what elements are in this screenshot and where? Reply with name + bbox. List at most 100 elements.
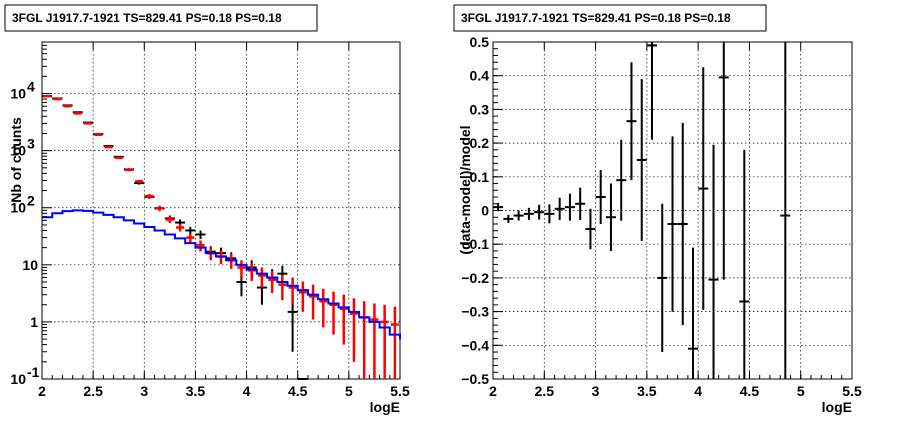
left-model-total-point — [135, 179, 144, 183]
right-residual-point — [523, 207, 534, 220]
left-data-point — [195, 230, 206, 240]
right-residual-point — [646, 42, 657, 140]
right-x-tick-label: 2 — [489, 383, 497, 399]
residual-axis-ticks — [492, 41, 853, 380]
right-x-tick-label: 5.5 — [842, 383, 862, 399]
right-residual-point — [605, 183, 616, 251]
right-y-tick-label: −0.3 — [461, 304, 489, 320]
left-y-tick-label-base: 10 — [10, 371, 26, 387]
right-residual-point — [575, 187, 586, 220]
right-y-tick-label: 0.4 — [470, 68, 490, 84]
left-model-total-point — [104, 145, 113, 149]
counts-plot-frame — [41, 41, 401, 380]
right-x-tick-label: 4 — [694, 383, 702, 399]
left-model-total-point — [278, 275, 287, 301]
left-model-total-point — [257, 267, 266, 288]
right-x-tick-label: 2.5 — [535, 383, 555, 399]
counts-title-box — [4, 4, 318, 32]
left-model-total-point — [196, 240, 205, 252]
right-residual-point — [739, 149, 750, 379]
right-residual-point — [780, 42, 791, 379]
left-model-total-point — [380, 304, 389, 379]
left-model-total-point — [124, 168, 133, 172]
counts-chart-title: 3FGL J1917.7-1921 TS=829.41 PS=0.18 PS=0… — [12, 11, 282, 25]
left-model-source-step-line — [42, 209, 401, 340]
right-residual-point — [626, 62, 637, 181]
left-model-total-point — [370, 303, 379, 379]
left-y-tick-label-exponent: -1 — [27, 364, 40, 380]
left-x-tick-label: 4 — [243, 383, 251, 399]
left-y-tick-label-base: 10 — [10, 143, 26, 159]
right-residual-point — [564, 193, 575, 221]
residual-chart-title: 3FGL J1917.7-1921 TS=829.41 PS=0.18 PS=0… — [461, 11, 731, 25]
counts-x-tick-labels: 2 2.5 3 3.5 4 4.5 5 5.5 — [38, 383, 410, 399]
right-y-tick-label: 0.2 — [470, 135, 490, 151]
residual-grid — [493, 42, 852, 379]
residual-x-axis-title: logE — [822, 399, 852, 415]
right-residual-point — [513, 210, 524, 221]
right-residual-point — [534, 204, 545, 220]
counts-y-axis-title: Nb of counts — [8, 117, 24, 203]
left-model-total-point — [319, 288, 328, 328]
right-residual-point — [503, 214, 514, 223]
left-y-tick-label-exponent: 2 — [27, 193, 35, 209]
right-x-tick-label: 4.5 — [740, 383, 760, 399]
right-residual-point — [698, 67, 709, 310]
left-y-tick-label-base: 10 — [10, 86, 26, 102]
right-residual-point — [585, 208, 596, 250]
right-residual-point — [677, 122, 688, 326]
right-y-tick-label: 0.1 — [470, 169, 490, 185]
right-residual-point — [718, 42, 729, 280]
left-model-total-point — [339, 294, 348, 345]
left-x-tick-label: 4.5 — [288, 383, 308, 399]
left-model-total-point — [176, 224, 185, 232]
left-model-total-point — [288, 277, 297, 305]
counts-series — [42, 94, 401, 380]
right-residual-point — [595, 170, 606, 224]
left-model-total-point — [329, 291, 338, 335]
residual-x-tick-labels: 2 2.5 3 3.5 4 4.5 5 5.5 — [489, 383, 862, 399]
right-residual-point — [554, 197, 565, 220]
left-model-total-point — [360, 301, 369, 379]
left-model-total-point — [84, 122, 93, 125]
right-residual-point — [544, 204, 555, 224]
left-model-total-point — [237, 260, 246, 278]
left-y-tick-label-base: 10 — [10, 200, 26, 216]
right-residual-point — [667, 136, 678, 312]
right-residual-point — [657, 203, 668, 353]
left-model-total-point — [43, 94, 52, 98]
left-model-total-point — [94, 133, 103, 136]
right-y-tick-label: −0.2 — [461, 270, 489, 286]
left-model-total-point — [186, 233, 195, 243]
left-x-tick-label: 3 — [140, 383, 148, 399]
right-y-tick-label: −0.1 — [461, 236, 489, 252]
right-y-tick-label: −0.4 — [461, 337, 489, 353]
left-model-total-point — [145, 194, 154, 199]
left-data-point — [287, 297, 298, 352]
left-model-total-point — [247, 262, 256, 282]
left-model-total-point — [63, 104, 72, 108]
right-y-tick-label: −0.5 — [461, 371, 489, 387]
left-model-total-point — [227, 253, 236, 269]
right-residual-point — [493, 203, 504, 212]
left-data-point — [185, 226, 196, 235]
residual-y-tick-labels: −0.5 −0.4 −0.3 −0.2 −0.1 0 0.1 0.2 0.3 0.4 0.5 — [461, 34, 489, 387]
right-residual-point — [688, 247, 699, 379]
right-y-tick-label: 0 — [481, 203, 489, 219]
left-model-total-point — [268, 270, 277, 294]
right-y-tick-label: 0.5 — [470, 34, 490, 50]
right-residual-point — [708, 144, 719, 379]
left-model-total-point — [53, 97, 62, 101]
left-model-total-point — [298, 281, 307, 312]
left-y-tick-label-exponent: 3 — [27, 136, 35, 152]
counts-x-axis-title: logE — [370, 399, 400, 415]
left-x-tick-label: 2.5 — [83, 383, 103, 399]
right-x-tick-label: 5 — [797, 383, 805, 399]
right-y-tick-label: 0.3 — [470, 101, 490, 117]
left-x-tick-label: 5 — [345, 383, 353, 399]
left-y-tick-label: 10 — [22, 257, 38, 273]
left-model-total-point — [155, 205, 164, 211]
left-x-tick-label: 3.5 — [186, 383, 206, 399]
